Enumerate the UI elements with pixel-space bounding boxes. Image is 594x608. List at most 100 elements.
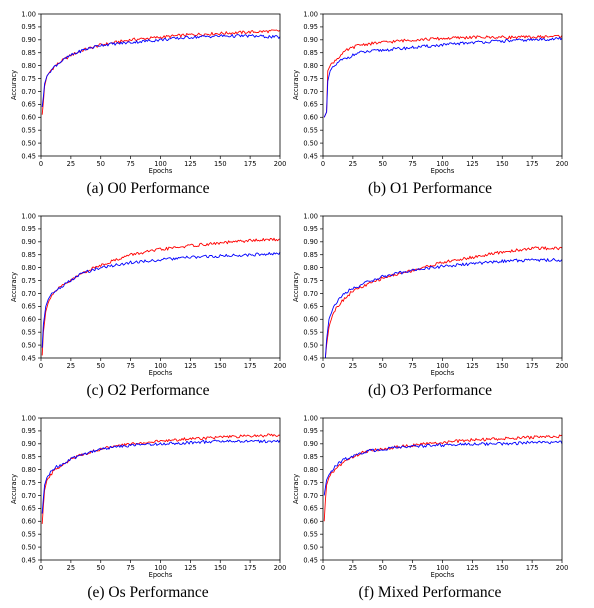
x-tick-label: 200 [556,564,569,572]
x-tick-label: 0 [39,564,43,572]
y-tick-label: 0.70 [21,492,36,500]
x-axis-label: Epochs [149,571,173,579]
x-tick-label: 175 [526,362,539,370]
chart-panel-o2: 0.45 0.50 0.55 0.60 0.65 0.70 0.75 0.80 0.85 0.90… [8,206,288,406]
series-line-blue [323,440,563,496]
x-tick-label: 175 [244,362,257,370]
y-tick-label: 0.70 [303,290,318,298]
y-tick-label: 0.65 [303,505,318,513]
y-tick-label: 0.85 [303,453,318,461]
x-tick-label: 0 [39,160,43,168]
x-tick-label: 150 [214,362,227,370]
y-tick-label: 0.60 [21,518,36,526]
chart-plot-os: 0.45 0.50 0.55 0.60 0.65 0.70 0.75 0.80 0.85 0.90… [10,414,287,579]
x-tick-label: 25 [349,564,357,572]
x-tick-label: 25 [67,362,75,370]
y-tick-label: 0.75 [21,277,36,285]
y-axis-label: Accuracy [10,272,18,302]
x-tick-label: 125 [184,564,197,572]
x-tick-label: 75 [408,564,416,572]
chart-caption: (d) O3 Performance [368,382,492,399]
x-tick-label: 25 [67,564,75,572]
y-tick-label: 0.90 [303,36,318,44]
y-tick-label: 0.55 [21,530,36,538]
y-tick-label: 0.50 [21,543,36,551]
x-tick-label: 200 [274,362,287,370]
y-axis-label: Accuracy [10,474,18,504]
x-tick-label: 75 [408,160,416,168]
x-axis-label: Epochs [431,571,455,579]
y-tick-label: 0.75 [303,479,318,487]
x-tick-label: 150 [496,362,509,370]
series-line-blue [323,36,563,118]
y-tick-label: 0.75 [303,277,318,285]
x-tick-label: 150 [496,160,509,168]
y-tick-label: 0.70 [303,492,318,500]
series-line-red [323,434,563,522]
chart-plot-o1: 0.45 0.50 0.55 0.60 0.65 0.70 0.75 0.80 0.85 0.90… [292,10,569,175]
series-line-red [41,237,281,356]
y-tick-label: 0.80 [303,62,318,70]
series-line-blue [41,34,281,108]
plot-frame [40,417,281,561]
x-tick-label: 200 [274,564,287,572]
plot-frame [40,215,281,359]
x-tick-label: 0 [321,362,325,370]
x-tick-label: 25 [349,362,357,370]
x-tick-label: 25 [67,160,75,168]
y-tick-label: 0.45 [21,556,36,564]
series-line-red [41,29,281,115]
x-axis-label: Epochs [149,167,173,175]
y-tick-label: 0.75 [21,75,36,83]
chart-panel-o3: 0.45 0.50 0.55 0.60 0.65 0.70 0.75 0.80 0.85 0.90… [290,206,570,406]
y-tick-label: 0.95 [303,225,318,233]
x-tick-label: 200 [274,160,287,168]
chart-plot-o0: 0.45 0.50 0.55 0.60 0.65 0.70 0.75 0.80 0.85 0.90… [10,10,287,175]
x-tick-label: 75 [408,362,416,370]
x-tick-label: 25 [349,160,357,168]
series-line-red [41,433,281,524]
x-tick-label: 100 [436,362,449,370]
x-tick-label: 125 [184,160,197,168]
series-line-red [323,34,563,118]
y-tick-label: 0.45 [21,152,36,160]
y-tick-label: 0.75 [303,75,318,83]
chart-panel-o1: 0.45 0.50 0.55 0.60 0.65 0.70 0.75 0.80 0.85 0.90… [290,4,570,204]
y-tick-label: 0.50 [21,139,36,147]
chart-panel-o0: 0.45 0.50 0.55 0.60 0.65 0.70 0.75 0.80 0.85 0.90… [8,4,288,204]
y-tick-label: 1.00 [21,212,36,220]
y-axis-label: Accuracy [292,474,300,504]
chart-caption: (b) O1 Performance [368,180,492,197]
x-tick-label: 50 [97,564,105,572]
y-tick-label: 0.55 [21,126,36,134]
y-tick-label: 0.90 [21,440,36,448]
y-tick-label: 0.55 [303,126,318,134]
y-tick-label: 0.70 [21,290,36,298]
y-tick-label: 0.55 [303,530,318,538]
x-tick-label: 0 [321,564,325,572]
x-tick-label: 200 [556,362,569,370]
y-tick-label: 0.65 [303,101,318,109]
y-tick-label: 0.60 [303,518,318,526]
chart-caption: (e) Os Performance [87,584,209,601]
y-tick-label: 0.65 [303,303,318,311]
y-tick-label: 0.90 [21,238,36,246]
y-tick-label: 0.55 [303,328,318,336]
x-tick-label: 75 [126,160,134,168]
y-tick-label: 0.55 [21,328,36,336]
y-tick-label: 0.80 [21,466,36,474]
x-tick-label: 75 [126,362,134,370]
x-tick-label: 125 [184,362,197,370]
y-tick-label: 0.80 [303,466,318,474]
y-tick-label: 0.85 [21,49,36,57]
x-tick-label: 0 [321,160,325,168]
x-tick-label: 200 [556,160,569,168]
x-tick-label: 100 [436,160,449,168]
y-tick-label: 0.65 [21,505,36,513]
x-tick-label: 0 [39,362,43,370]
x-tick-label: 100 [154,564,167,572]
y-tick-label: 0.80 [21,264,36,272]
chart-caption: (f) Mixed Performance [358,584,502,601]
chart-panel-mixed: 0.45 0.50 0.55 0.60 0.65 0.70 0.75 0.80 0.85 0.90… [290,408,570,608]
y-tick-label: 0.50 [303,341,318,349]
